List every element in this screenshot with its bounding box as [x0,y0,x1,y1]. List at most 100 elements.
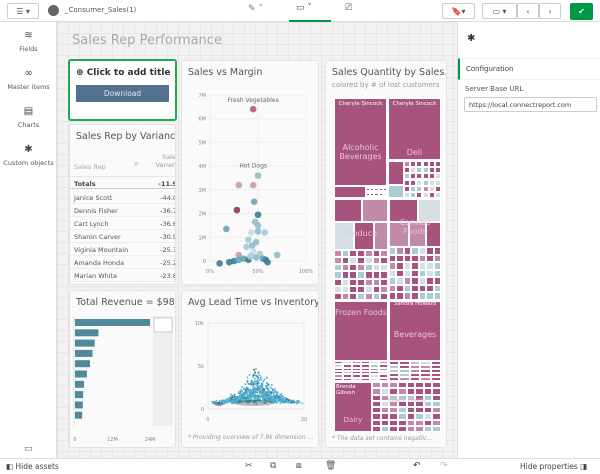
treemap-tile[interactable] [372,250,381,258]
treemap-tile[interactable] [420,369,431,373]
treemap-tile[interactable] [418,269,427,278]
treemap-tile[interactable] [426,262,434,270]
treemap-tile[interactable] [426,254,434,263]
treemap-tile[interactable] [418,247,427,255]
treemap-tile[interactable] [389,400,398,407]
column-header-variance[interactable]: Sale Varian [148,153,175,169]
treemap-tile[interactable] [423,394,433,401]
treemap-tile[interactable] [434,179,441,186]
treemap-tile[interactable] [428,167,435,174]
treemap-tile[interactable] [389,292,397,300]
treemap-tile[interactable] [380,425,390,432]
treemap-tile[interactable] [370,361,379,365]
treemap-tile[interactable] [374,190,379,194]
treemap-tile[interactable] [432,407,441,414]
total-revenue-chart[interactable]: Total Revenue = $98… 0 12M 24M [69,290,176,448]
treemap-tile[interactable] [378,195,383,198]
treemap-tile[interactable] [432,394,441,401]
treemap-tile[interactable] [428,173,435,180]
treemap-tile[interactable] [416,173,423,180]
treemap-tile[interactable] [411,277,419,285]
treemap-tile[interactable] [415,394,424,401]
treemap-tile[interactable] [397,419,407,426]
treemap-tile[interactable] [430,369,441,373]
treemap-tile[interactable] [389,377,400,381]
treemap-tile[interactable] [361,364,370,368]
treemap-tile[interactable] [343,377,352,381]
treemap-tile[interactable] [380,278,388,286]
collapse-icon[interactable]: ▭ [24,444,33,454]
table-row[interactable]: Sharon Carver -30.9 [70,230,175,243]
treemap-tile[interactable] [370,186,375,189]
add-title-text[interactable]: Click to add title [86,68,171,78]
treemap-tile[interactable] [403,269,412,278]
treemap-tile[interactable] [418,254,427,263]
sheet-menu-button[interactable]: ▭ ▾ [482,3,517,19]
treemap-tile[interactable] [406,419,416,426]
treemap-tile[interactable] [374,195,379,198]
treemap-tile[interactable] [357,264,365,272]
treemap-tile[interactable] [341,292,350,300]
treemap-tile[interactable] [370,195,375,198]
treemap-tile[interactable] [433,269,441,278]
hide-properties-button[interactable]: Hide properties ◨ [520,462,587,471]
treemap-tile[interactable] [352,361,361,365]
treemap-tile[interactable] [380,400,390,407]
treemap-tile[interactable] [426,284,434,293]
configuration-section[interactable]: Configuration [458,58,600,80]
treemap-tile[interactable] [410,191,417,198]
treemap-tile[interactable] [389,247,397,255]
treemap-tile[interactable] [397,413,407,420]
treemap-tile[interactable] [378,190,383,194]
treemap-tile[interactable] [380,285,388,293]
treemap-tile[interactable] [422,173,429,180]
treemap-tile[interactable] [334,292,342,300]
hide-assets-button[interactable]: ◧ Hide assets [6,462,59,471]
treemap-tile[interactable] [416,185,423,192]
treemap-tile[interactable] [403,277,412,285]
treemap-tile[interactable] [426,277,434,285]
treemap-tile[interactable] [426,222,441,247]
treemap-tile[interactable] [341,278,350,286]
lead-time-chart[interactable]: Avg Lead Time vs Inventory 0 5k 10k 0 20 * P… [181,290,319,448]
treemap-tile[interactable] [428,191,435,198]
treemap-tile[interactable] [404,179,411,186]
treemap-tile[interactable] [372,257,381,265]
treemap-tile[interactable] [389,361,400,365]
treemap-tile[interactable] [396,247,404,255]
treemap-tile[interactable] [397,388,407,395]
treemap-tile[interactable] [428,179,435,186]
treemap-tile[interactable] [362,199,388,222]
treemap-tile[interactable] [370,367,379,371]
treemap-tile[interactable] [399,373,410,377]
treemap-tile[interactable] [374,188,379,191]
treemap-tile[interactable] [434,167,441,174]
treemap-tile[interactable] [341,257,350,265]
treemap-tile[interactable] [389,301,441,361]
treemap-tile[interactable] [349,250,358,258]
treemap-tile[interactable] [334,364,343,368]
treemap-tile[interactable] [389,388,398,395]
treemap-tile[interactable] [341,285,350,293]
treemap-tile[interactable] [334,371,343,375]
treemap-tile[interactable] [406,388,416,395]
treemap-tile[interactable] [406,400,416,407]
treemap-tile[interactable] [341,250,350,258]
treemap-tile[interactable] [357,271,365,279]
treemap-tile[interactable] [343,367,352,371]
presentation-icon[interactable]: ⎚ [345,3,353,13]
treemap-tile[interactable] [334,257,342,265]
treemap-tile[interactable] [423,413,433,420]
treemap-tile[interactable] [352,364,361,368]
treemap-tile[interactable] [410,185,417,192]
treemap-tile[interactable] [343,374,352,378]
treemap-tile[interactable] [415,400,424,407]
treemap-tile[interactable] [416,191,423,198]
treemap-tile[interactable] [423,425,433,432]
treemap-tile[interactable] [423,400,433,407]
treemap-tile[interactable] [379,371,388,375]
treemap-tile[interactable] [378,188,383,191]
treemap-tile[interactable] [430,377,441,381]
treemap-tile[interactable] [370,371,379,375]
treemap-tile[interactable] [411,292,419,300]
